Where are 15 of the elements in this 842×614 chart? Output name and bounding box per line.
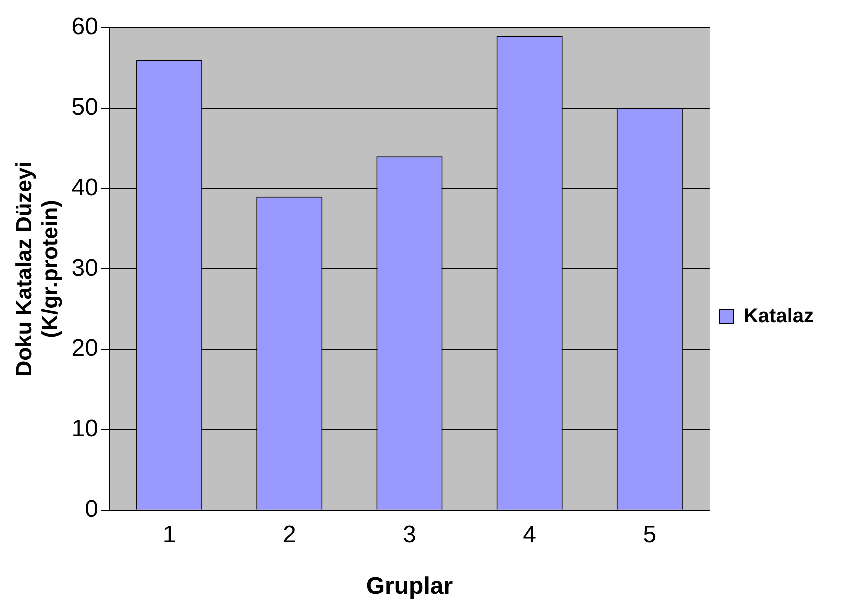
- y-tick-label: 10: [72, 416, 98, 443]
- x-tick-label: 2: [282, 521, 296, 548]
- y-tick-label: 30: [72, 254, 98, 282]
- legend-label: Katalaz: [744, 306, 814, 328]
- y-tick-label: 20: [72, 335, 98, 362]
- y-axis-title: Doku Katalaz Düzeyi (K/gr.protein): [11, 162, 63, 377]
- y-tick-label: 60: [72, 14, 98, 41]
- x-tick-label: 5: [643, 521, 657, 548]
- x-tick-label: 3: [403, 521, 416, 548]
- y-tick-label: 40: [72, 174, 98, 202]
- y-tick-label: 50: [72, 94, 98, 122]
- x-axis-title: Gruplar: [366, 573, 454, 600]
- x-tick-label: 1: [162, 521, 176, 548]
- y-tick-label: 0: [85, 496, 98, 524]
- x-tick-label: 4: [523, 521, 537, 548]
